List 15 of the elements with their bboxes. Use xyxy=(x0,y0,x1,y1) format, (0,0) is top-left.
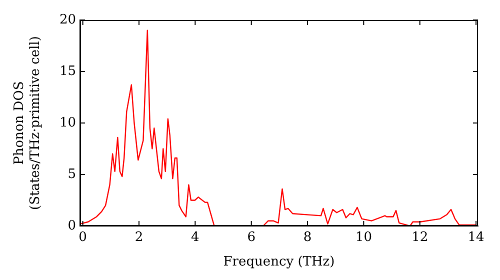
x-tick-label: 0 xyxy=(78,230,87,246)
x-tick-label: 6 xyxy=(247,230,256,246)
y-tick-label: 10 xyxy=(59,115,76,130)
x-tick-label: 10 xyxy=(355,230,372,246)
x-axis-title: Frequency (THz) xyxy=(223,254,335,270)
x-tick-label: 8 xyxy=(303,230,312,246)
y-axis-title: Phonon DOS (States/THz·primitive cell) xyxy=(12,36,43,210)
x-tick-label: 2 xyxy=(134,230,144,246)
x-tick-label: 4 xyxy=(191,230,200,246)
y-tick-label: 5 xyxy=(68,166,76,182)
x-tick-label: 14 xyxy=(468,230,484,246)
y-tick-label: 20 xyxy=(59,12,76,28)
y-tick-label: 15 xyxy=(59,64,76,79)
x-tick-label: 12 xyxy=(412,230,428,246)
y-tick-label: 0 xyxy=(68,218,76,234)
